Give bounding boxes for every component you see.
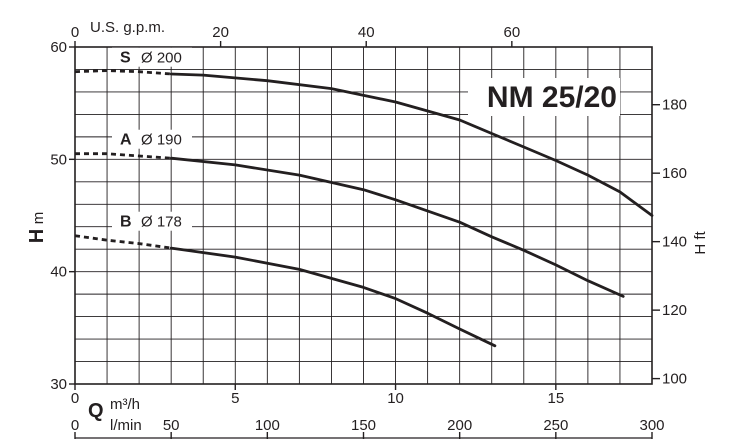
top-axis-tick-label: 0 xyxy=(71,24,79,41)
bottom-axis-tick-label-lmin: 300 xyxy=(639,417,664,434)
title-bg xyxy=(468,78,620,116)
bottom-axis-tick-label-lmin: 150 xyxy=(351,417,376,434)
bottom-axis-tick-label-lmin: 200 xyxy=(447,417,472,434)
top-axis-tick-label: 60 xyxy=(503,24,520,41)
bottom-axis-tick-label-m3h: 5 xyxy=(231,390,239,407)
right-axis-tick-label: 180 xyxy=(662,97,687,114)
curve-label-bg xyxy=(112,211,192,231)
curve-a-line xyxy=(169,156,625,298)
top-axis-tick-label: 40 xyxy=(358,24,375,41)
right-axis-tick-label: 160 xyxy=(662,165,687,182)
right-axis-tick-label: 140 xyxy=(662,234,687,251)
curve-s-dashed xyxy=(74,69,172,76)
right-axis-tick-label: 100 xyxy=(662,371,687,388)
bottom-axis-tick-label-lmin: 250 xyxy=(543,417,568,434)
curve-b-name: B xyxy=(120,214,132,231)
bottom-axis-tick-label-lmin: 100 xyxy=(255,417,280,434)
top-axis-unit: U.S. g.p.m. xyxy=(90,19,165,36)
bottom-axis-tick-label-lmin: 50 xyxy=(163,417,180,434)
left-axis-symbol: H xyxy=(26,229,48,243)
left-axis-unit: m xyxy=(30,212,47,225)
chart-title: NM 25/20 xyxy=(487,81,617,114)
bottom-axis-symbol: Q xyxy=(88,400,104,422)
bottom-axis-unit-lmin: l/min xyxy=(110,417,142,434)
curve-a-name: A xyxy=(120,132,132,149)
top-axis-tick-label: 20 xyxy=(212,24,229,41)
curve-s-line xyxy=(169,72,654,217)
curve-a-dashed xyxy=(75,152,172,160)
bottom-axis-unit-m3h: m³/h xyxy=(110,396,140,413)
bottom-axis-tick-label-lmin: 0 xyxy=(71,417,79,434)
bottom-axis-tick-label-m3h: 15 xyxy=(547,390,564,407)
right-axis-label: H ft xyxy=(692,231,709,255)
curves-layer xyxy=(74,69,654,348)
curve-s-diameter: Ø 200 xyxy=(141,50,182,67)
curve-s-name: S xyxy=(120,50,131,67)
curve-label-bg xyxy=(112,129,192,149)
curve-a-diameter: Ø 190 xyxy=(141,132,182,149)
bottom-axis-tick-label-m3h: 0 xyxy=(71,390,79,407)
curve-label-bg xyxy=(112,47,192,67)
left-axis-tick-label: 40 xyxy=(50,264,67,281)
labels-layer: NM 25/20 U.S. g.p.m. H m H ft Q m³/h l/m… xyxy=(26,19,709,434)
left-axis-tick-label: 30 xyxy=(50,376,67,393)
right-axis-tick-label: 120 xyxy=(662,302,687,319)
left-axis-tick-label: 60 xyxy=(50,39,67,56)
curve-b-dashed xyxy=(74,234,172,250)
curve-b-diameter: Ø 178 xyxy=(141,214,182,231)
curve-b-line xyxy=(169,246,497,348)
left-axis-tick-label: 50 xyxy=(50,151,67,168)
bottom-axis-tick-label-m3h: 10 xyxy=(387,390,404,407)
